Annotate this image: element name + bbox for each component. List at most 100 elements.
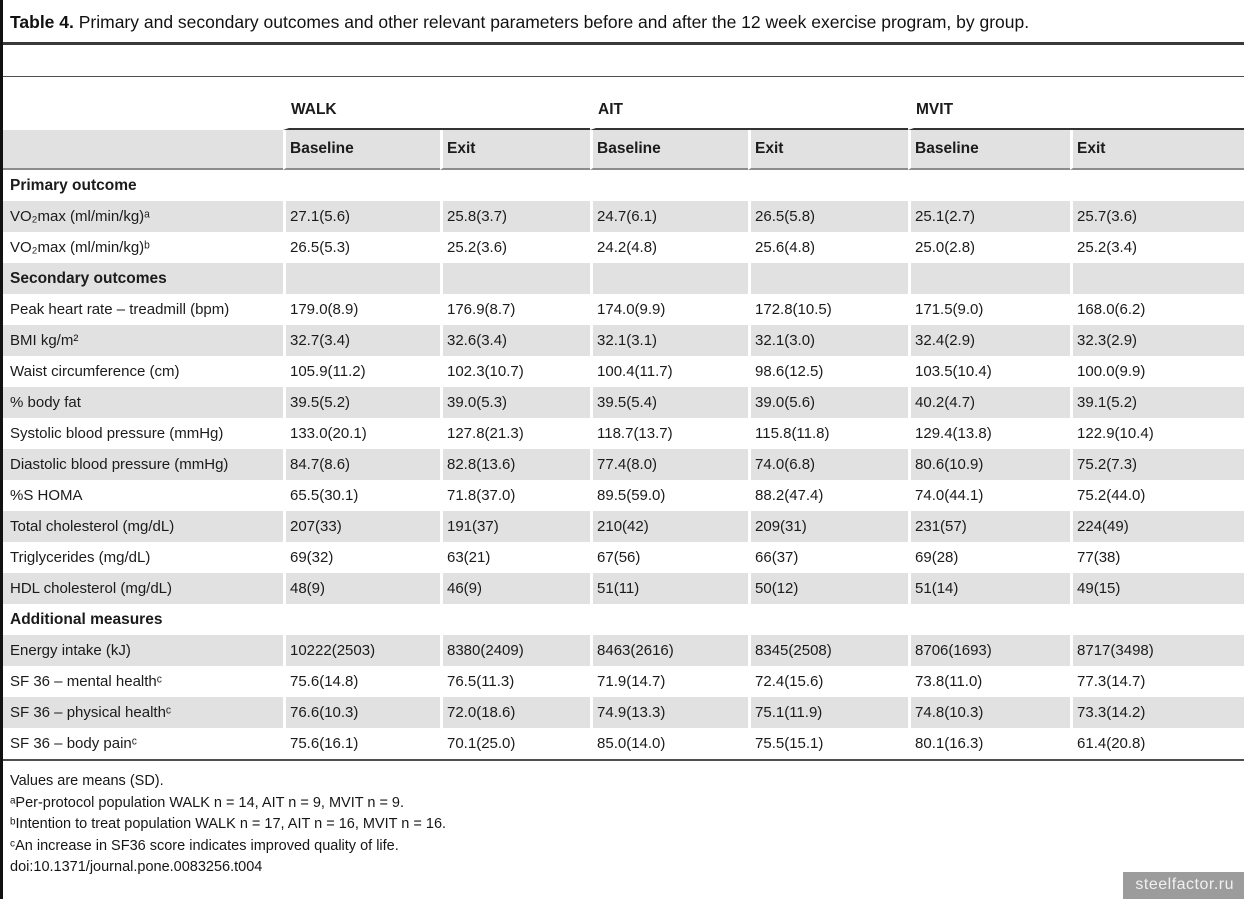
row-label: Triglycerides (mg/dL) (10, 549, 151, 566)
value-cell: 75.2(44.0) (1070, 480, 1244, 511)
subheader-row: Baseline Exit Baseline Exit Baseline Exi… (0, 130, 1244, 170)
value-cell: 67(56) (590, 542, 748, 573)
value-cell: 27.1(5.6) (283, 201, 440, 232)
value-cell: 75.6(14.8) (283, 666, 440, 697)
value-cell: 100.0(9.9) (1070, 356, 1244, 387)
value-cell: 8463(2616) (590, 635, 749, 666)
value-cell: 103.5(10.4) (908, 356, 1070, 387)
section-filler-cell (283, 263, 440, 294)
value-cell: 77.3(14.7) (1070, 666, 1244, 697)
table-row: Systolic blood pressure (mmHg) 133.0(20.1… (0, 418, 1244, 449)
value-cell: 39.5(5.2) (283, 387, 440, 418)
value-cell: 25.7(3.6) (1070, 201, 1244, 232)
table-row: % body fat 39.5(5.2) 39.0(5.3) 39.5(5.4) 39.… (0, 387, 1244, 418)
value-cell: 80.1(16.3) (908, 728, 1070, 759)
section-filler-cell (283, 604, 440, 635)
value-cell: 39.1(5.2) (1070, 387, 1244, 418)
value-cell: 8380(2409) (440, 635, 591, 666)
row-label: HDL cholesterol (mg/dL) (0, 573, 283, 604)
value-cell: 32.1(3.0) (748, 325, 909, 356)
section-filler-cell (748, 263, 909, 294)
value-cell: 133.0(20.1) (283, 418, 440, 449)
value-cell: 71.9(14.7) (590, 666, 748, 697)
section-filler-cell (748, 170, 908, 201)
section-filler-cell (908, 170, 1070, 201)
row-label: Total cholesterol (mg/dL) (0, 511, 283, 542)
value-cell: 32.3(2.9) (1070, 325, 1244, 356)
value-cell: 89.5(59.0) (590, 480, 748, 511)
section-filler-cell (440, 170, 590, 201)
title-divider (0, 42, 1244, 45)
row-label: BMI kg/m² (0, 325, 283, 356)
value-cell: 25.0(2.8) (908, 232, 1070, 263)
value-cell: 66(37) (748, 542, 908, 573)
group-header-row: WALK AIT MVIT (0, 77, 1244, 130)
value-cell: 32.1(3.1) (590, 325, 749, 356)
value-cell: 85.0(14.0) (590, 728, 748, 759)
section-row: Additional measures (0, 604, 1244, 635)
value-cell: 39.0(5.3) (440, 387, 591, 418)
table-footnotes: Values are means (SD). ᵃPer-protocol pop… (0, 761, 1244, 883)
row-label: SF 36 – physical healthᶜ (0, 697, 283, 728)
row-label: SF 36 – body painᶜ (10, 735, 138, 752)
corner-cell (0, 130, 283, 170)
section-filler-cell (590, 170, 748, 201)
row-label: Secondary outcomes (0, 263, 283, 294)
value-cell: 122.9(10.4) (1070, 418, 1244, 449)
value-cell: 72.4(15.6) (748, 666, 908, 697)
value-cell: 61.4(20.8) (1070, 728, 1244, 759)
value-cell: 39.5(5.4) (590, 387, 749, 418)
table-row: VO₂max (ml/min/kg)ᵃ 27.1(5.6) 25.8(3.7) 24.… (0, 201, 1244, 232)
value-cell: 69(28) (908, 542, 1070, 573)
row-label: VO₂max (ml/min/kg)ᵇ (10, 239, 150, 256)
value-cell: 191(37) (440, 511, 591, 542)
value-cell: 171.5(9.0) (908, 294, 1070, 325)
value-cell: 69(32) (283, 542, 440, 573)
value-cell: 102.3(10.7) (440, 356, 590, 387)
value-cell: 118.7(13.7) (590, 418, 748, 449)
col-header-walk-baseline: Baseline (283, 130, 440, 170)
section-row: Secondary outcomes (0, 263, 1244, 294)
value-cell: 32.6(3.4) (440, 325, 591, 356)
row-label: Primary outcome (10, 176, 137, 194)
section-row: Primary outcome (0, 170, 1244, 201)
value-cell: 231(57) (908, 511, 1071, 542)
value-cell: 8345(2508) (748, 635, 909, 666)
value-cell: 76.5(11.3) (440, 666, 590, 697)
value-cell: 172.8(10.5) (748, 294, 908, 325)
value-cell: 174.0(9.9) (590, 294, 748, 325)
table-caption: Table 4. Primary and secondary outcomes … (0, 0, 1244, 35)
value-cell: 10222(2503) (283, 635, 440, 666)
row-label: SF 36 – mental healthᶜ (10, 673, 163, 690)
row-label: Diastolic blood pressure (mmHg) (0, 449, 283, 480)
page-left-border (0, 0, 3, 899)
section-filler-cell (908, 263, 1071, 294)
value-cell: 72.0(18.6) (440, 697, 591, 728)
table-row: Triglycerides (mg/dL) 69(32) 63(21) 67(56) 6… (0, 542, 1244, 573)
value-cell: 207(33) (283, 511, 440, 542)
value-cell: 50(12) (748, 573, 909, 604)
value-cell: 71.8(37.0) (440, 480, 590, 511)
table-row: Energy intake (kJ) 10222(2503) 8380(2409) 8… (0, 635, 1244, 666)
table-row: HDL cholesterol (mg/dL) 48(9) 46(9) 51(11) 5… (0, 573, 1244, 604)
group-header-mvit: MVIT (908, 77, 1244, 130)
table-row: Waist circumference (cm) 105.9(11.2) 102.3… (0, 356, 1244, 387)
value-cell: 168.0(6.2) (1070, 294, 1244, 325)
value-cell: 210(42) (590, 511, 749, 542)
section-filler-cell (1070, 604, 1244, 635)
value-cell: 84.7(8.6) (283, 449, 440, 480)
outcomes-table-container: WALK AIT MVIT Baseline Exit Baseline Exi… (0, 76, 1244, 761)
table-row: Total cholesterol (mg/dL) 207(33) 191(37) 2… (0, 511, 1244, 542)
table-caption-text: Primary and secondary outcomes and other… (73, 12, 1030, 32)
section-filler-cell (1070, 263, 1244, 294)
value-cell: 100.4(11.7) (590, 356, 748, 387)
value-cell: 49(15) (1070, 573, 1244, 604)
col-header-mvit-baseline: Baseline (908, 130, 1071, 170)
section-filler-cell (1070, 170, 1244, 201)
value-cell: 32.4(2.9) (908, 325, 1071, 356)
table-row: SF 36 – body painᶜ 75.6(16.1) 70.1(25.0) 85… (0, 728, 1244, 759)
value-cell: 73.3(14.2) (1070, 697, 1244, 728)
value-cell: 127.8(21.3) (440, 418, 590, 449)
section-filler-cell (590, 604, 748, 635)
value-cell: 24.7(6.1) (590, 201, 749, 232)
